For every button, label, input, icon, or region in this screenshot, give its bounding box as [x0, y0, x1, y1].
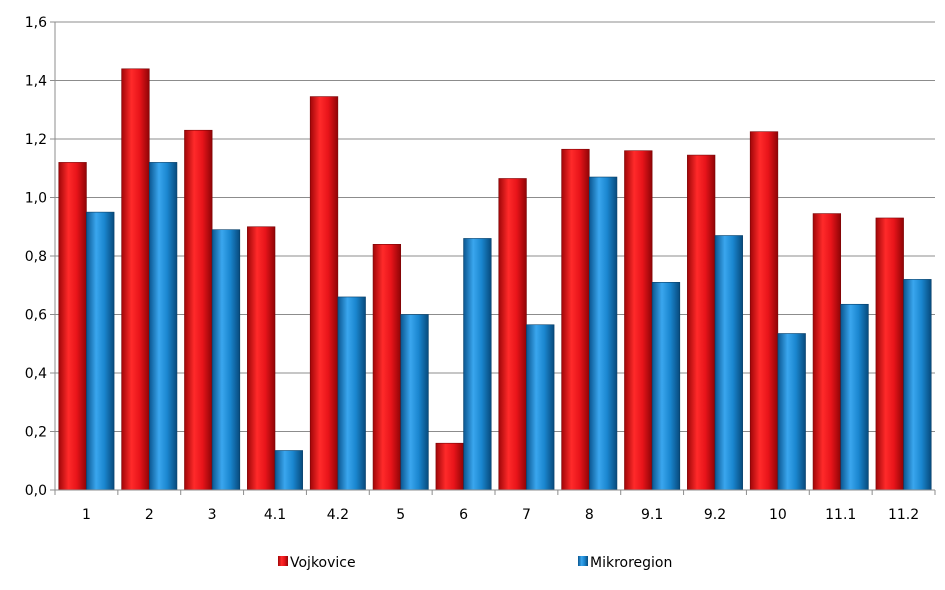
- bar-mikroregion: [777, 333, 806, 491]
- bar-vojkovice: [561, 148, 590, 491]
- legend-label-mikroregion: Mikroregion: [590, 555, 672, 571]
- bar-mikroregion: [211, 229, 241, 491]
- bar-mikroregion: [651, 282, 681, 491]
- bar-vojkovice: [58, 162, 87, 491]
- y-tick-label: 1,6: [25, 15, 47, 31]
- y-tick-label: 1,0: [25, 191, 47, 207]
- y-tick-label: 1,4: [25, 74, 47, 90]
- bar-mikroregion: [463, 238, 492, 491]
- bar-mikroregion: [526, 324, 555, 491]
- x-tick-label: 1: [82, 507, 91, 523]
- x-tick-label: 11.2: [888, 507, 919, 523]
- x-tick-label: 7: [522, 507, 531, 523]
- x-tick-label: 4.2: [327, 507, 349, 523]
- legend-swatch-mikroregion: [578, 556, 588, 566]
- bar-vojkovice: [184, 129, 213, 491]
- x-tick-label: 6: [459, 507, 468, 523]
- legend-label-vojkovice: Vojkovice: [290, 555, 356, 571]
- bar-vojkovice: [749, 131, 779, 491]
- x-tick-label: 4.1: [264, 507, 286, 523]
- bar-mikroregion: [337, 296, 366, 491]
- legend: Vojkovice Mikroregion: [278, 555, 672, 571]
- x-tick-label: 2: [145, 507, 154, 523]
- bar-vojkovice: [247, 226, 276, 491]
- x-tick-label: 11.1: [825, 507, 856, 523]
- y-tick-label: 0,6: [25, 308, 47, 324]
- x-tick-label: 9.2: [704, 507, 726, 523]
- y-tick-label: 0,0: [25, 483, 47, 499]
- x-tick-label: 8: [585, 507, 594, 523]
- bar-mikroregion: [274, 450, 303, 491]
- bar-mikroregion: [840, 303, 869, 491]
- bar-vojkovice: [812, 213, 842, 491]
- bar-mikroregion: [148, 162, 178, 491]
- y-tick-label: 0,8: [25, 249, 47, 265]
- y-axis: 0,0 0,2 0,4 0,6 0,8 1,0 1,2 1,4 1,6: [25, 15, 56, 499]
- bar-mikroregion: [86, 211, 115, 491]
- bars: [58, 68, 932, 491]
- bar-vojkovice: [372, 244, 402, 491]
- bar-vojkovice: [121, 68, 150, 491]
- bar-vojkovice: [624, 150, 653, 491]
- x-tick-label: 10: [769, 507, 787, 523]
- y-tick-label: 1,2: [25, 132, 47, 148]
- bar-vojkovice: [435, 442, 464, 491]
- bar-vojkovice: [687, 154, 716, 491]
- bar-mikroregion: [903, 279, 932, 491]
- x-tick-label: 5: [396, 507, 405, 523]
- bar-mikroregion: [714, 235, 743, 491]
- x-tick-label: 9.1: [641, 507, 663, 523]
- y-tick-label: 0,2: [25, 425, 47, 441]
- y-tick-label: 0,4: [25, 366, 47, 382]
- bar-vojkovice: [309, 96, 339, 491]
- bar-mikroregion: [588, 176, 618, 491]
- bar-vojkovice: [875, 217, 904, 491]
- x-axis: 1 2 3 4.1 4.2 5 6 7 8 9.1 9.2 10 11.1 11.2: [54, 489, 936, 523]
- bar-mikroregion: [400, 314, 429, 491]
- x-tick-label: 3: [208, 507, 217, 523]
- bar-vojkovice: [498, 178, 527, 491]
- legend-swatch-vojkovice: [278, 556, 288, 566]
